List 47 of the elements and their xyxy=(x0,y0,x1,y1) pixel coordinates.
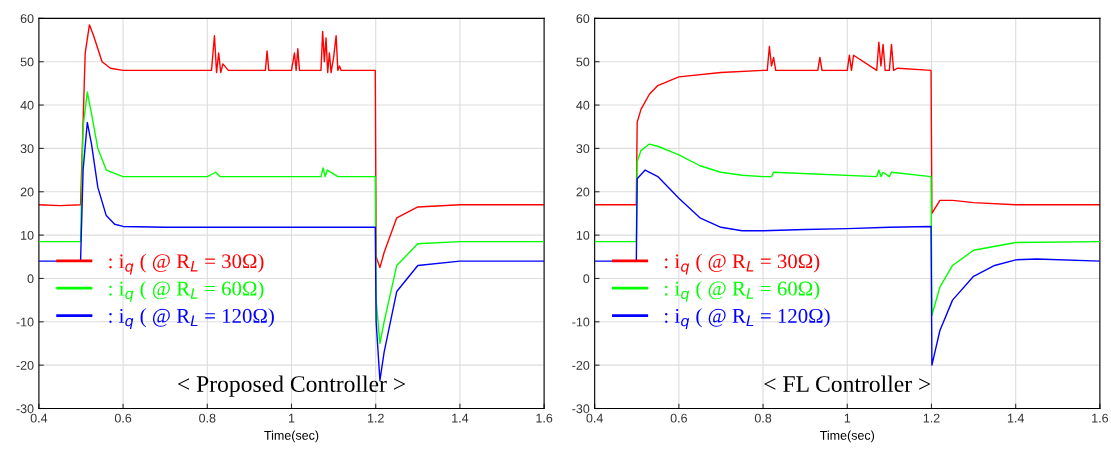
x-axis-title: Time(sec) xyxy=(820,430,875,443)
annotation: < FL Controller > xyxy=(764,375,931,393)
x-tick-label: 0.8 xyxy=(754,413,772,423)
x-axis-title: Time(sec) xyxy=(264,430,319,443)
y-tick-label: 30 xyxy=(20,144,34,154)
y-tick-label: 60 xyxy=(20,14,34,24)
x-tick-label: 0.4 xyxy=(586,413,603,423)
x-tick-label: 1 xyxy=(288,413,295,423)
line-series xyxy=(594,41,1100,215)
x-tick-label: 0.4 xyxy=(30,413,48,423)
y-tick-label: 20 xyxy=(20,187,34,197)
legend-label: : i$_{q}$ ( @ R$_{L}$ = 120Ω) xyxy=(109,308,274,330)
x-tick-label: 1.6 xyxy=(1092,413,1109,423)
y-tick-label: -10 xyxy=(16,317,34,327)
y-tick-label: 0 xyxy=(27,274,34,284)
x-tick-label: 1.4 xyxy=(1007,413,1025,423)
x-tick-label: 1.2 xyxy=(923,413,940,423)
x-tick-label: 1.2 xyxy=(367,413,384,423)
y-tick-label: 10 xyxy=(21,230,34,240)
line-series xyxy=(38,91,545,345)
annotation: < Proposed Controller > xyxy=(178,375,406,397)
y-tick-label: -20 xyxy=(572,360,590,370)
y-tick-label: -30 xyxy=(572,404,590,414)
y-tick-label: -10 xyxy=(572,317,590,327)
y-tick-label: 30 xyxy=(576,144,590,154)
line-series xyxy=(594,169,1100,366)
y-tick-label: 60 xyxy=(576,14,590,24)
y-tick-label: -20 xyxy=(16,360,34,370)
y-tick-label: 20 xyxy=(576,187,590,197)
x-tick-label: 0.8 xyxy=(199,413,216,423)
legend-label: : i$_{q}$ ( @ R$_{L}$ = 60Ω) xyxy=(109,280,264,302)
x-tick-label: 1 xyxy=(844,413,851,423)
y-tick-label: 50 xyxy=(576,57,590,67)
legend-label: : i$_{q}$ ( @ R$_{L}$ = 30Ω) xyxy=(665,253,820,275)
x-tick-label: 1.4 xyxy=(452,413,469,423)
y-tick-label: 50 xyxy=(20,57,34,67)
legend-label: : i$_{q}$ ( @ R$_{L}$ = 30Ω) xyxy=(109,253,264,275)
y-tick-label: 10 xyxy=(576,230,590,240)
y-tick-label: 40 xyxy=(20,100,34,110)
y-tick-label: 40 xyxy=(576,100,590,110)
legend-label: : i$_{q}$ ( @ R$_{L}$ = 60Ω) xyxy=(665,280,820,302)
y-tick-label: -30 xyxy=(16,404,34,414)
x-tick-label: 0.6 xyxy=(670,413,687,423)
legend-label: : i$_{q}$ ( @ R$_{L}$ = 120Ω) xyxy=(665,308,830,330)
x-tick-label: 1.6 xyxy=(536,413,553,423)
x-tick-label: 0.6 xyxy=(114,413,132,423)
y-tick-label: 0 xyxy=(583,274,590,284)
